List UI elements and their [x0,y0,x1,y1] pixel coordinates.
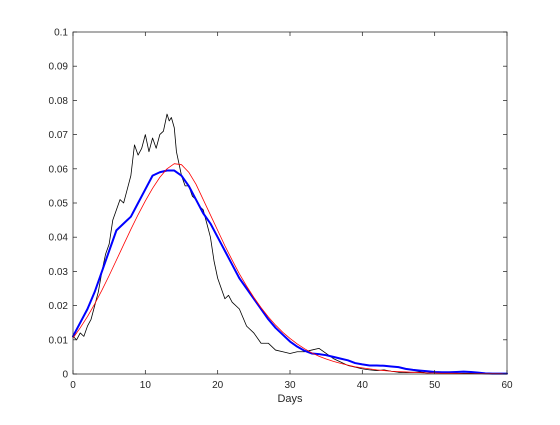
y-tick-label: 0.01 [49,335,69,346]
x-tick-label: 30 [284,380,296,391]
x-tick-label: 50 [429,380,441,391]
x-tick-label: 0 [70,380,76,391]
x-axis-ticks: 0 10 20 30 40 50 60 [70,32,513,391]
y-tick-label: 0.05 [49,199,69,210]
x-axis-label: Days [277,393,303,405]
plot-area [73,32,507,374]
y-tick-label: 0.04 [49,233,69,244]
x-tick-label: 40 [357,380,369,391]
x-tick-label: 10 [140,380,152,391]
y-tick-label: 0.1 [54,28,68,39]
y-tick-label: 0.02 [49,301,69,312]
x-tick-label: 20 [212,380,224,391]
y-tick-label: 0 [62,370,68,381]
x-tick-label: 60 [501,380,513,391]
y-tick-label: 0.07 [49,130,69,141]
y-tick-label: 0.03 [49,267,69,278]
y-axis-ticks: 0 0.01 0.02 0.03 0.04 0.05 0.06 0.07 0.08 0.09 0.1 [49,28,507,381]
y-tick-label: 0.08 [49,96,69,107]
series-line-1 [72,113,508,375]
y-tick-label: 0.09 [49,62,69,73]
y-tick-label: 0.06 [49,164,69,175]
